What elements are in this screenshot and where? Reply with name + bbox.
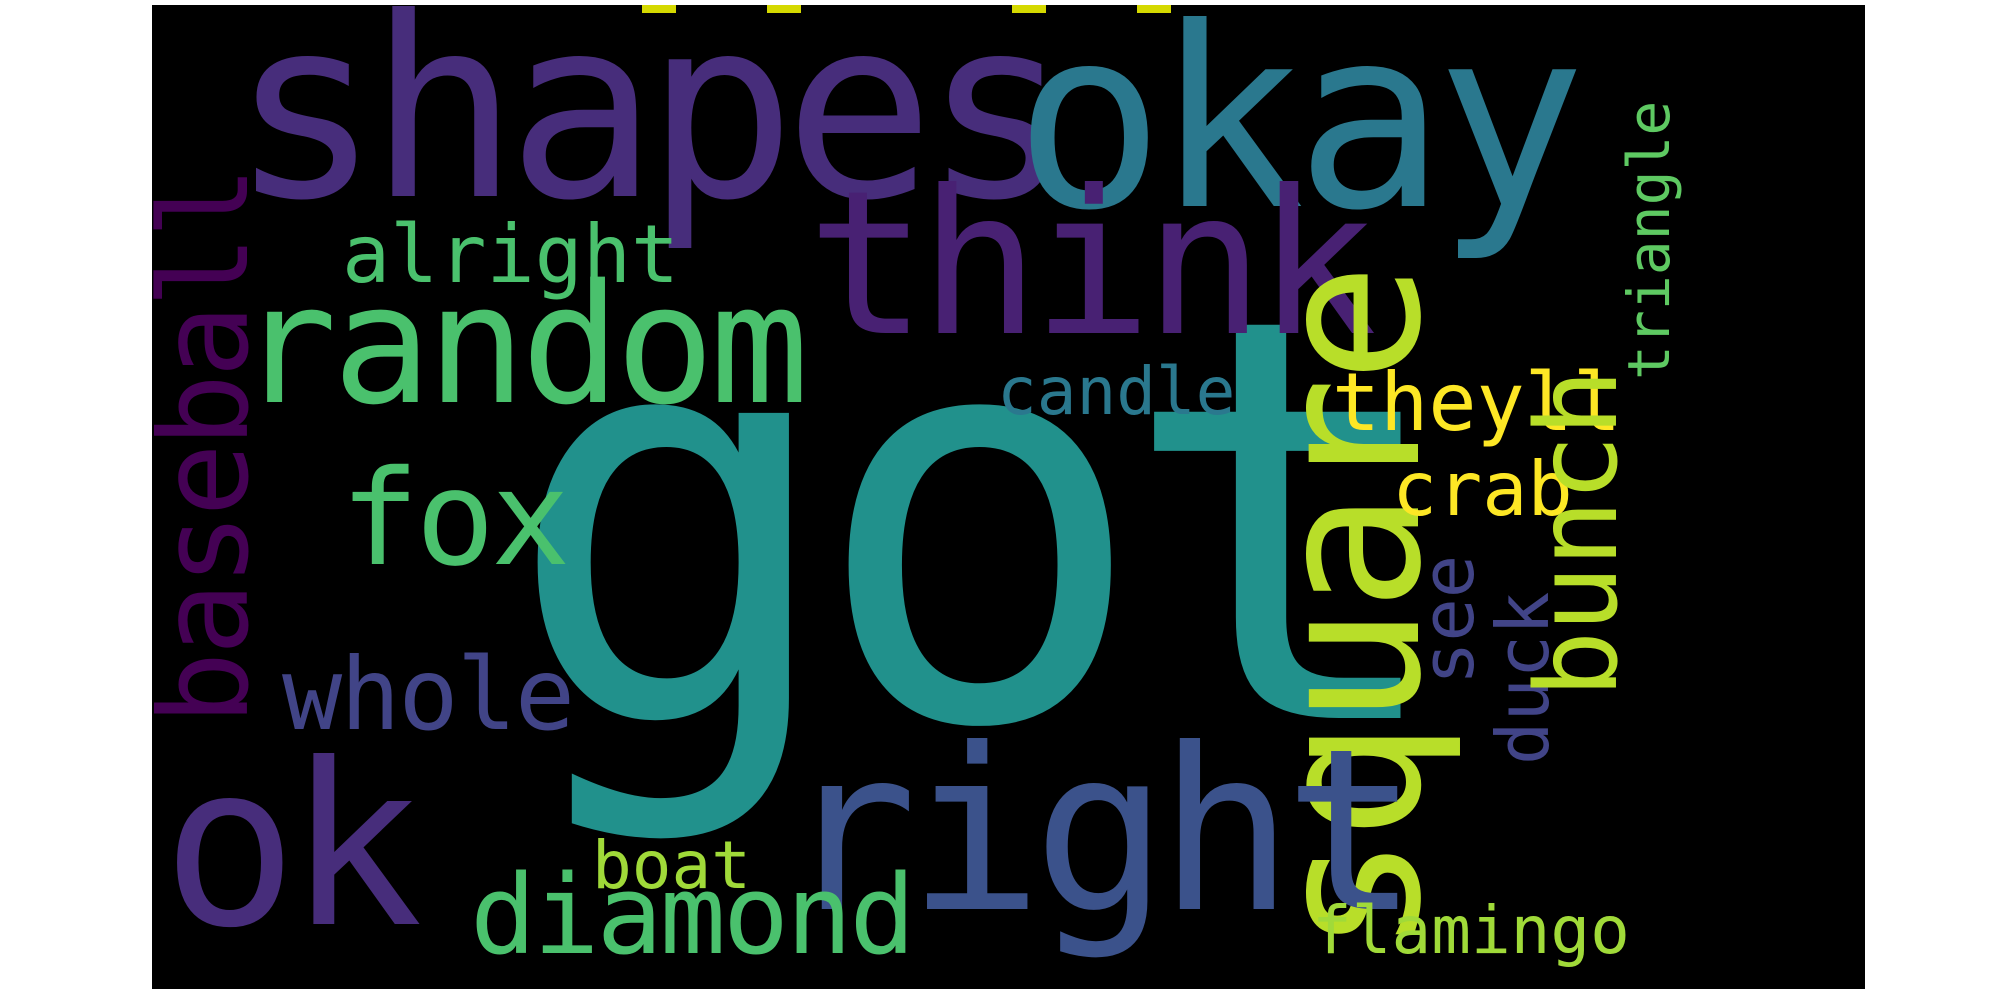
word-shapes: shapes — [230, 5, 1073, 255]
word-think: think — [807, 148, 1377, 381]
clipped-word-fragment — [642, 5, 676, 13]
word-random: random — [238, 249, 809, 441]
word-boat: boat — [592, 827, 751, 904]
word-candle: candle — [997, 353, 1236, 430]
word-bunch: bunch — [1513, 370, 1643, 698]
word-right: right — [782, 701, 1419, 963]
word-theyll: theyll — [1332, 356, 1621, 449]
clipped-word-fragment — [1137, 5, 1171, 13]
word-whole: whole — [282, 636, 575, 753]
word-triangle: triangle — [1615, 100, 1683, 380]
clipped-word-fragment — [767, 5, 801, 13]
word-crab: crab — [1392, 445, 1573, 533]
word-cloud-canvas: got shapes okay think random square righ… — [152, 5, 1865, 989]
word-fox: fox — [340, 442, 570, 596]
word-diamond: diamond — [470, 851, 916, 979]
word-see: see — [1406, 554, 1490, 685]
word-ok: ok — [162, 716, 423, 978]
word-alright: alright — [342, 208, 680, 301]
clipped-word-fragment — [1012, 5, 1046, 13]
word-okay: okay — [1014, 5, 1586, 265]
word-flamingo: flamingo — [1312, 892, 1630, 969]
word-got: got — [504, 199, 1455, 851]
word-baseball: baseball — [152, 169, 276, 725]
